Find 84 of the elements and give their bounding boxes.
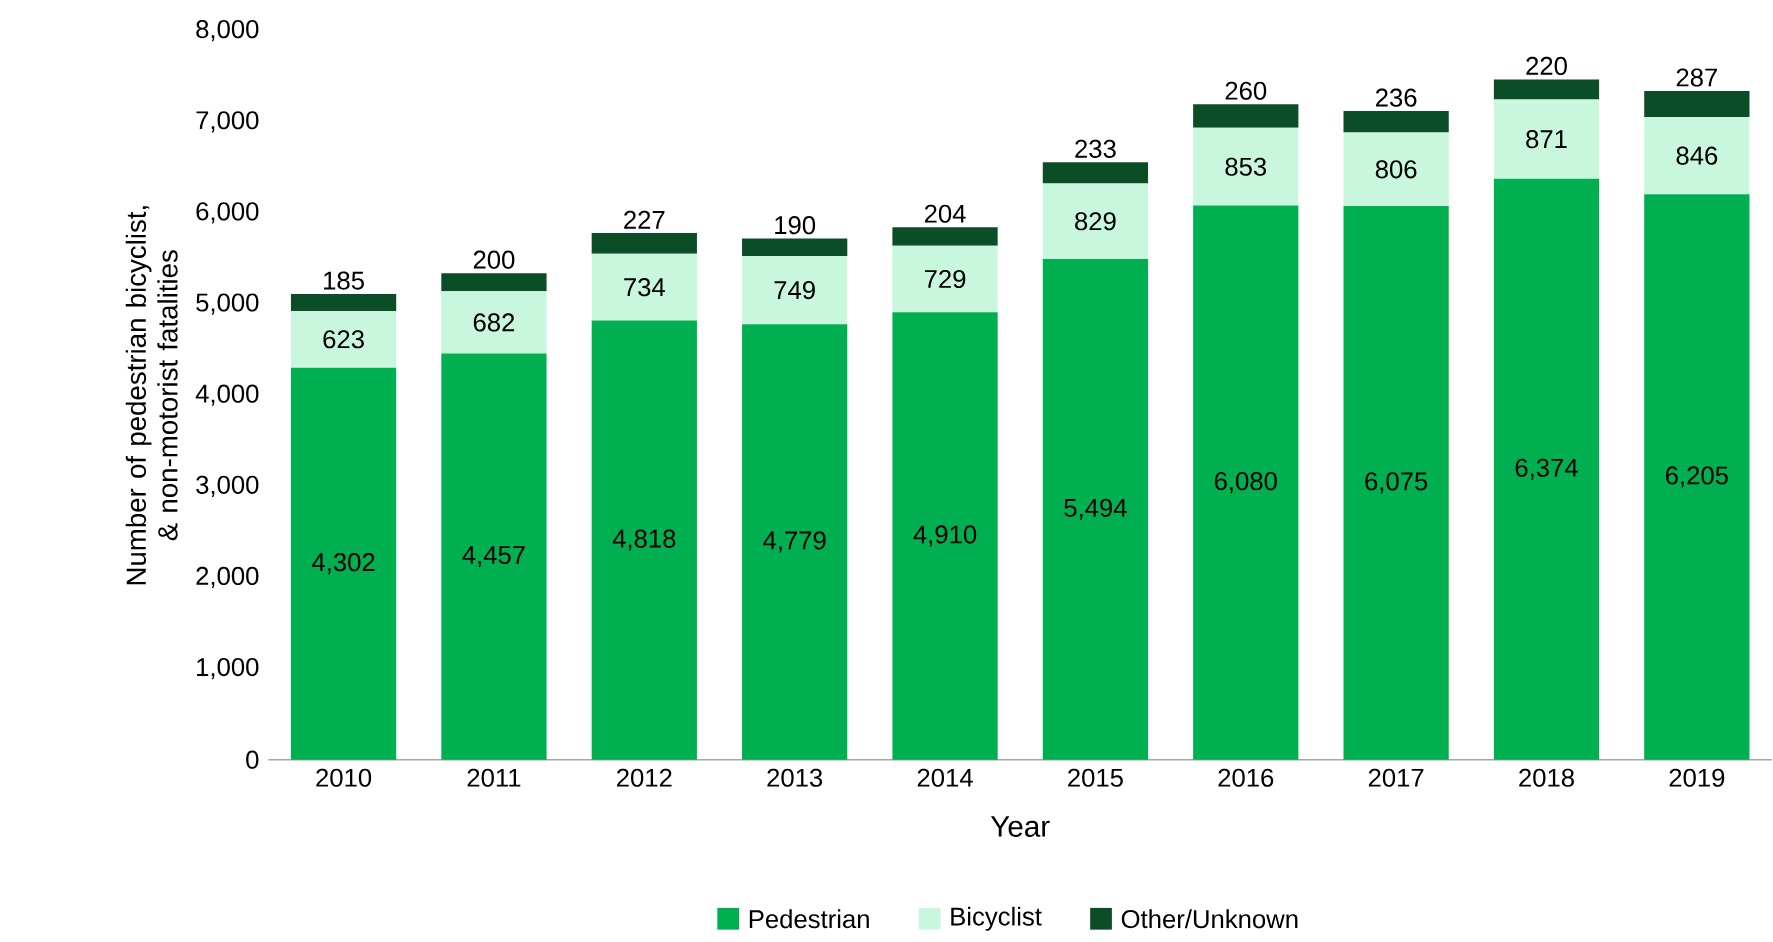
y-tick-label: 7,000 [196, 110, 259, 133]
data-label: 185 [324, 271, 364, 290]
data-label: 4,818 [612, 529, 676, 551]
bar [742, 255, 848, 324]
bar [1343, 205, 1449, 760]
data-label: 853 [1225, 157, 1267, 176]
data-label: 190 [775, 215, 816, 235]
bar [1042, 162, 1149, 184]
legend-label: Bicyclist [951, 906, 1042, 931]
bar [441, 272, 547, 292]
bar [1193, 103, 1299, 128]
bar [1042, 258, 1149, 760]
legend-label: Other/Unknown [1121, 909, 1298, 928]
bar [1042, 183, 1149, 259]
bar [1493, 99, 1600, 179]
bar [1644, 193, 1750, 760]
data-label: 749 [774, 280, 815, 299]
y-axis-title: Number of pedestrian bicyclist, & non-motorist fatalities [125, 206, 178, 585]
data-label: 682 [473, 313, 515, 332]
data-label: 233 [1075, 139, 1116, 158]
y-tick-label: 0 [246, 750, 259, 769]
bar [1193, 205, 1299, 760]
y-tick-label: 5,000 [196, 293, 259, 315]
x-tick-label: 2015 [1068, 768, 1123, 787]
data-label: 220 [1526, 56, 1567, 75]
y-tick-label: 2,000 [196, 566, 259, 588]
data-label: 4,302 [312, 552, 375, 575]
bar [591, 253, 697, 321]
data-label: 204 [924, 204, 966, 223]
data-label: 829 [1075, 211, 1116, 231]
data-label: 4,910 [913, 525, 977, 547]
data-label: 729 [924, 269, 966, 288]
x-tick-label: 2013 [767, 768, 823, 787]
x-tick-label: 2016 [1218, 768, 1274, 787]
data-label: 6,205 [1666, 466, 1728, 488]
x-tick-label: 2011 [467, 768, 521, 787]
x-axis-title: Year [990, 816, 1050, 837]
y-tick-label: 8,000 [196, 19, 259, 42]
bar [892, 245, 998, 312]
legend-label: Pedestrian [749, 909, 869, 928]
data-label: 260 [1225, 81, 1267, 100]
bar [1644, 90, 1750, 117]
data-label: 734 [624, 277, 665, 297]
bar [892, 312, 998, 760]
data-label: 287 [1676, 68, 1717, 87]
y-tick-label: 3,000 [196, 475, 259, 497]
data-label: 623 [323, 329, 364, 349]
x-tick-label: 2010 [316, 768, 372, 787]
data-label: 6,080 [1214, 471, 1277, 494]
bar [1493, 178, 1600, 760]
bar [1343, 110, 1449, 133]
x-tick-label: 2018 [1519, 768, 1574, 787]
bar [591, 320, 697, 760]
bar [1493, 79, 1600, 100]
bar [1343, 132, 1449, 206]
x-tick-label: 2014 [917, 768, 973, 787]
data-label: 6,075 [1365, 472, 1428, 494]
data-label: 227 [624, 210, 665, 229]
bar [441, 353, 547, 760]
bar [1644, 116, 1750, 194]
bar [742, 323, 848, 760]
data-label: 6,374 [1515, 458, 1578, 480]
x-tick-label: 2017 [1368, 768, 1424, 787]
data-label: 5,494 [1064, 498, 1127, 520]
bar [591, 232, 697, 254]
y-tick-label: 4,000 [195, 384, 259, 406]
data-label: 4,779 [763, 531, 826, 553]
bar [892, 226, 998, 246]
data-label: 236 [1376, 88, 1417, 107]
bar [441, 291, 547, 354]
data-label: 846 [1676, 146, 1718, 165]
y-tick-label: 1,000 [197, 657, 259, 679]
y-tick-label: 6,000 [196, 202, 259, 224]
bar [290, 293, 397, 311]
data-label: 806 [1375, 160, 1417, 179]
bar [1193, 127, 1299, 206]
bar [290, 310, 397, 368]
data-label: 200 [473, 250, 515, 269]
data-label: 4,457 [462, 545, 525, 567]
data-label: 871 [1526, 129, 1567, 148]
bar [290, 367, 397, 760]
x-tick-label: 2019 [1669, 768, 1725, 787]
x-tick-label: 2012 [617, 768, 672, 787]
bar [742, 238, 848, 256]
